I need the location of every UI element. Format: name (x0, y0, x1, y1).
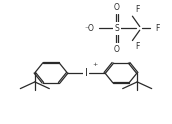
Text: O: O (114, 45, 120, 54)
Text: O: O (114, 3, 120, 12)
Text: F: F (136, 5, 140, 14)
Text: +: + (92, 62, 97, 67)
Text: F: F (155, 24, 159, 33)
Text: F: F (136, 42, 140, 51)
Text: I: I (85, 68, 87, 78)
Text: S: S (114, 24, 119, 33)
Text: ⁻O: ⁻O (85, 24, 95, 33)
